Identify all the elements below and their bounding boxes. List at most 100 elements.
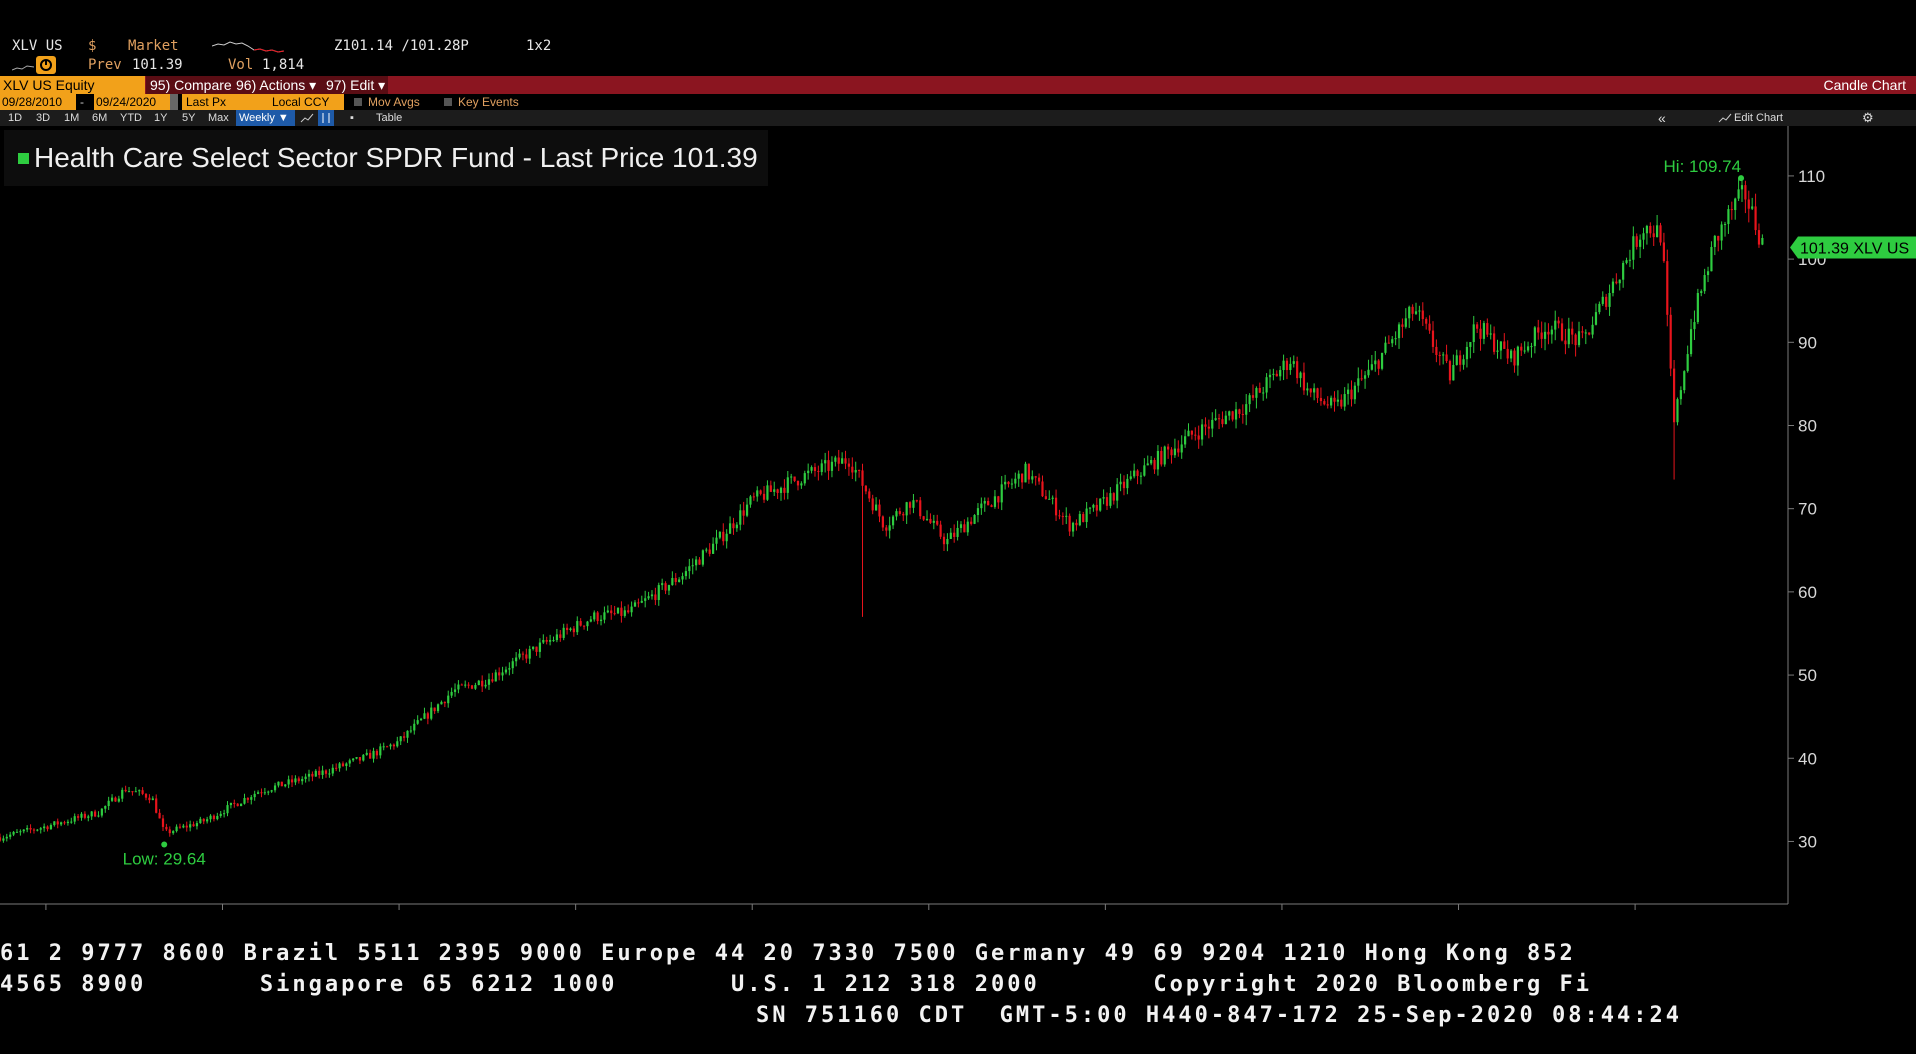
period-1y[interactable]: 1Y	[154, 112, 168, 124]
y-tick-label: 30	[1798, 832, 1817, 851]
candle-body	[9, 834, 12, 837]
candle-body	[1282, 360, 1285, 371]
compare-button[interactable]: 95) Compare	[146, 76, 232, 94]
candle-body	[1730, 209, 1733, 211]
more-options-icon[interactable]: ▪	[350, 112, 354, 124]
candle-body	[1085, 508, 1088, 523]
edit-chart-button[interactable]: Edit Chart	[1734, 112, 1783, 124]
price-chart[interactable]: 3040506070809010011020112012201320142015…	[0, 126, 1916, 910]
candle-body	[1625, 260, 1628, 263]
candle-body	[827, 460, 830, 471]
security-field[interactable]: XLV US Equity	[0, 76, 145, 94]
candle-body	[762, 493, 766, 500]
candle-body	[868, 491, 871, 499]
currency-select[interactable]: Local CCY	[268, 94, 344, 110]
start-date-field[interactable]: 09/28/2010	[0, 94, 76, 110]
candle-body	[77, 816, 80, 818]
candle-body	[1034, 476, 1037, 478]
period-5y[interactable]: 5Y	[182, 112, 196, 124]
candle-body	[1136, 470, 1139, 476]
edit-menu[interactable]: 97) Edit ▾	[322, 76, 388, 94]
last-price-label: 101.39 XLV US	[1800, 241, 1909, 258]
candle-body	[1129, 476, 1132, 479]
candle-body	[87, 816, 90, 818]
candle-body	[1258, 388, 1261, 393]
candle-body	[1676, 399, 1679, 423]
candle-body	[1099, 498, 1102, 511]
candle-body	[1455, 355, 1458, 365]
period-ytd[interactable]: YTD	[120, 112, 142, 124]
candle-body	[1048, 498, 1051, 500]
candle-body	[946, 538, 949, 545]
candle-body	[739, 510, 742, 525]
period-1d[interactable]: 1D	[8, 112, 23, 124]
mov-avgs-label[interactable]: Mov Avgs	[368, 95, 420, 109]
candle-body	[352, 758, 355, 761]
candle-body	[1360, 378, 1363, 380]
candle-body	[915, 500, 918, 502]
candle-body	[949, 532, 952, 539]
candle-body	[1238, 409, 1241, 414]
candle-body	[1659, 225, 1662, 243]
currency-label: $	[88, 38, 97, 54]
field-select[interactable]: Last Px	[182, 94, 268, 110]
key-events-checkbox[interactable]	[444, 98, 452, 106]
gear-icon[interactable]: ⚙	[1862, 110, 1874, 125]
candle-body	[19, 831, 22, 833]
candle-body	[1224, 415, 1227, 425]
candle-body	[861, 470, 864, 486]
mov-avgs-checkbox[interactable]	[354, 98, 362, 106]
candle-body	[1017, 473, 1020, 479]
candle-body	[732, 523, 735, 529]
candle-chart-icon[interactable]	[318, 110, 334, 126]
candle-body	[379, 746, 382, 756]
period-6m[interactable]: 6M	[92, 112, 108, 124]
period-1m[interactable]: 1M	[64, 112, 80, 124]
period-3d[interactable]: 3D	[36, 112, 51, 124]
market-status-icon[interactable]	[36, 56, 56, 74]
candle-body	[402, 736, 406, 738]
candle-body	[1560, 323, 1564, 341]
candle-body	[698, 559, 701, 565]
candle-body	[168, 829, 171, 834]
candle-body	[358, 757, 362, 761]
candle-body	[307, 773, 311, 777]
candle-body	[779, 487, 783, 493]
candle-body	[280, 781, 283, 787]
layout-indicator[interactable]: 1x2	[526, 38, 552, 54]
candle-body	[1007, 481, 1010, 485]
candle-body	[26, 827, 29, 830]
candle-body	[1679, 390, 1682, 400]
candle-body	[413, 723, 416, 731]
edit-chart-icon[interactable]	[1718, 110, 1732, 126]
candle-body	[970, 521, 973, 524]
key-events-label[interactable]: Key Events	[458, 95, 519, 109]
candle-body	[1662, 242, 1665, 262]
end-date-field[interactable]: 09/24/2020	[94, 94, 170, 110]
candle-body	[858, 470, 861, 472]
frequency-select[interactable]: Weekly ▼	[236, 110, 295, 126]
candle-body	[97, 815, 100, 817]
candle-body	[43, 826, 46, 829]
candle-body	[922, 516, 925, 520]
candle-body	[1357, 378, 1360, 386]
candle-body	[1167, 446, 1170, 450]
candle-body	[616, 607, 620, 614]
actions-menu[interactable]: 96) Actions ▾	[232, 76, 322, 94]
period-max[interactable]: Max	[208, 112, 229, 124]
candle-body	[1635, 236, 1638, 247]
candle-body	[233, 802, 236, 804]
candle-body	[644, 598, 647, 601]
candle-body	[1194, 434, 1197, 436]
candle-body	[195, 823, 199, 827]
candle-body	[1363, 375, 1367, 379]
candle-body	[695, 559, 698, 566]
line-chart-icon[interactable]	[300, 110, 314, 126]
candle-body	[1384, 342, 1387, 353]
table-button[interactable]: Table	[376, 112, 403, 124]
collapse-icon[interactable]: «	[1658, 110, 1666, 126]
candle-body	[1143, 465, 1146, 476]
candle-body	[484, 684, 487, 687]
candle-body	[1706, 271, 1710, 276]
calendar-icon[interactable]	[170, 94, 178, 110]
